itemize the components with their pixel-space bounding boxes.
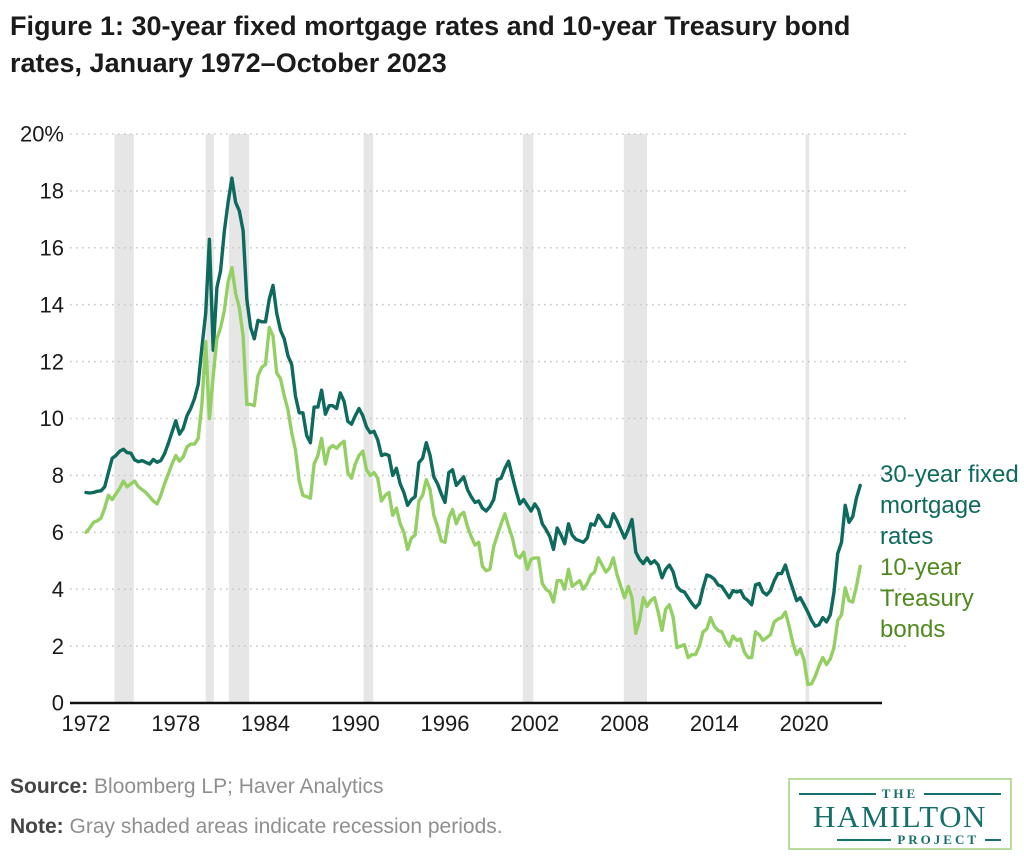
x-axis-tick-label: 2020 [780,711,829,736]
logo-project-text: PROJECT [897,832,979,847]
x-axis-tick-label: 2002 [510,711,559,736]
logo-rule [837,839,892,841]
legend-treasury-label: 10-year Treasury bonds [880,554,974,643]
y-axis-tick-label: 18 [40,179,64,204]
legend-mortgage-label: 30-year fixed mortgage rates [880,461,1019,550]
mortgage-rate-line [84,176,862,628]
logo-rule [924,793,1001,795]
x-axis-tick-label: 1990 [331,711,380,736]
treasury-rate-line [84,266,862,687]
chart-legend: 30-year fixed mortgage rates 10-year Tre… [880,459,1022,645]
figure-title-line2: rates, January 1972–October 2023 [10,48,447,78]
y-axis-tick-label: 0 [52,691,64,716]
figure-title-line1: Figure 1: 30-year fixed mortgage rates a… [10,11,851,41]
logo-rule [799,793,876,795]
y-axis-tick-label: 20% [20,122,64,147]
y-axis-tick-label: 10 [40,406,64,431]
x-axis-tick-label: 1972 [62,711,111,736]
logo-the-text: THE [881,786,919,801]
logo-hamilton-text: HAMILTON [813,799,987,834]
x-axis-tick-label: 2008 [600,711,649,736]
y-axis-tick-label: 14 [40,292,64,317]
x-axis-tick-label: 1996 [421,711,470,736]
y-axis-tick-label: 6 [52,520,64,545]
logo-rule [985,839,1001,841]
source-text: Bloomberg LP; Haver Analytics [88,775,384,798]
x-axis-tick-label: 1978 [151,711,200,736]
recession-band [522,134,534,702]
source-label: Source: [10,775,89,798]
recession-band [363,134,374,702]
recession-band [805,134,810,702]
x-axis-tick-label: 2014 [690,711,739,736]
y-axis-tick-label: 4 [52,577,64,602]
source-line: Source: Bloomberg LP; Haver Analytics [10,775,384,799]
y-axis-tick-label: 12 [40,349,64,374]
logo-row-the: THE [799,786,1001,802]
logo-row-project: PROJECT [799,832,1001,848]
y-axis-tick-label: 16 [40,236,64,261]
note-label: Note: [10,815,64,838]
hamilton-project-logo: THE HAMILTON PROJECT [788,778,1012,850]
y-axis-tick-label: 2 [52,634,64,659]
note-text: Gray shaded areas indicate recession per… [63,815,503,838]
note-line: Note: Gray shaded areas indicate recessi… [10,815,503,839]
x-axis-tick-label: 1984 [241,711,290,736]
y-axis-tick-label: 8 [52,463,64,488]
figure-title: Figure 1: 30-year fixed mortgage rates a… [10,8,1000,82]
